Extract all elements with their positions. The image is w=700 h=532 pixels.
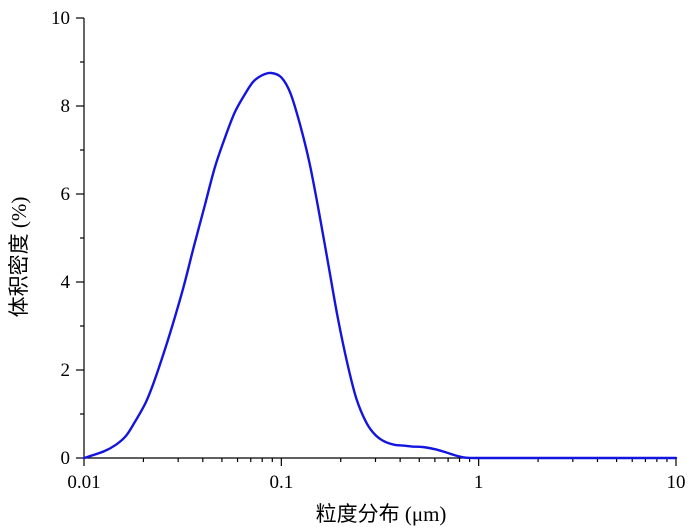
y-tick-label: 6 [61, 184, 71, 205]
y-tick-label: 8 [61, 96, 71, 117]
x-tick-label: 1 [474, 472, 484, 493]
series-line-0 [82, 71, 678, 460]
y-tick-label: 0 [61, 448, 71, 469]
x-tick-label: 10 [667, 472, 686, 493]
y-tick-label: 2 [61, 360, 71, 381]
y-axis-label: 体积密度 (%) [7, 197, 31, 318]
y-tick-label: 10 [51, 8, 70, 29]
axes [83, 18, 676, 459]
y-tick-label: 4 [61, 272, 71, 293]
ticks: 0.01 0.1 1 10 0 2 4 6 8 10 [51, 8, 686, 493]
x-tick-label: 0.1 [269, 472, 293, 493]
series-group [82, 71, 678, 460]
x-axis-label: 粒度分布 (μm) [316, 502, 447, 526]
x-tick-label: 0.01 [67, 472, 100, 493]
